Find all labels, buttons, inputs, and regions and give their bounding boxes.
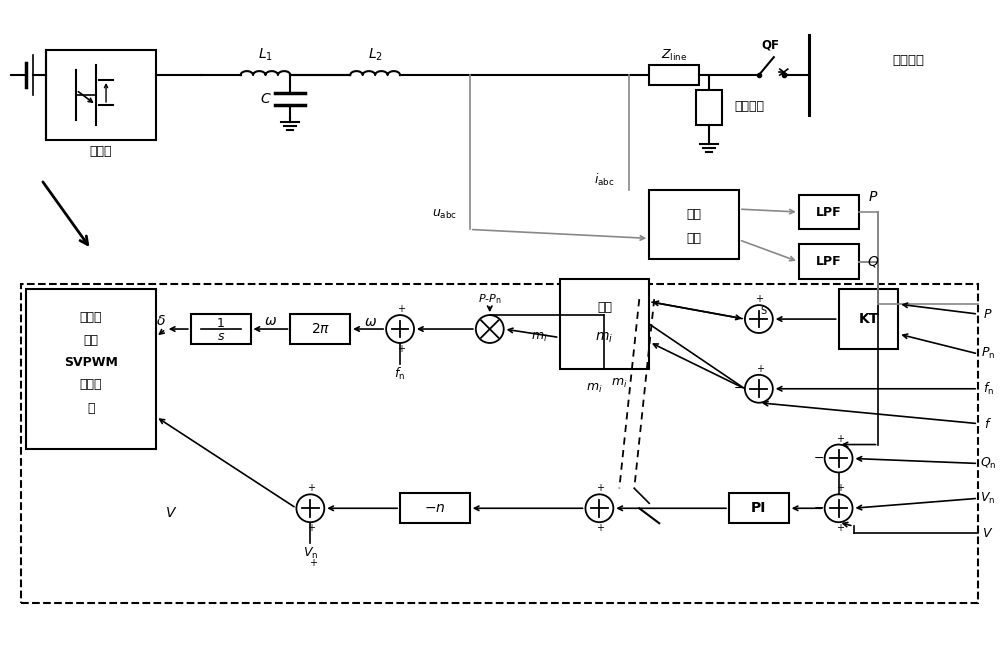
Circle shape	[386, 315, 414, 343]
Text: +: +	[309, 558, 317, 568]
FancyBboxPatch shape	[21, 284, 978, 603]
Text: $C$: $C$	[260, 92, 271, 106]
Text: +: +	[756, 364, 764, 374]
Text: −: −	[734, 312, 744, 326]
Text: 本地负荷: 本地负荷	[734, 100, 764, 114]
FancyBboxPatch shape	[46, 50, 156, 140]
Text: $L_1$: $L_1$	[258, 47, 273, 64]
Circle shape	[476, 315, 504, 343]
FancyBboxPatch shape	[696, 90, 722, 125]
Text: $Q_{\rm n}$: $Q_{\rm n}$	[980, 456, 996, 471]
Text: $\delta$: $\delta$	[156, 314, 166, 328]
Text: $V$: $V$	[982, 527, 994, 540]
Text: $2\pi$: $2\pi$	[311, 322, 330, 336]
Circle shape	[825, 444, 853, 472]
Text: $u_{\rm abc}$: $u_{\rm abc}$	[432, 208, 457, 221]
Text: $f_{\rm n}$: $f_{\rm n}$	[394, 366, 406, 382]
Text: +: +	[307, 523, 315, 533]
Text: +: +	[596, 484, 604, 493]
FancyBboxPatch shape	[799, 195, 859, 229]
Text: LPF: LPF	[816, 205, 841, 219]
Text: $V_{\rm n}$: $V_{\rm n}$	[980, 491, 996, 506]
Circle shape	[745, 305, 773, 333]
Text: $f_{\rm n}$: $f_{\rm n}$	[983, 381, 994, 397]
Text: 产生: 产生	[84, 334, 99, 347]
Text: $m_i$: $m_i$	[611, 377, 628, 390]
Text: KT: KT	[858, 312, 879, 326]
Text: $-n$: $-n$	[424, 501, 446, 515]
Text: 驱动和: 驱动和	[80, 311, 102, 324]
Text: −: −	[734, 382, 744, 395]
Text: $m_i$: $m_i$	[595, 330, 613, 345]
Text: $\omega$: $\omega$	[264, 314, 277, 328]
Text: 求解: 求解	[597, 302, 612, 314]
Text: +: +	[307, 484, 315, 493]
FancyBboxPatch shape	[649, 65, 699, 85]
FancyBboxPatch shape	[290, 314, 350, 344]
FancyBboxPatch shape	[191, 314, 251, 344]
Circle shape	[825, 494, 853, 522]
Text: 1: 1	[217, 317, 225, 330]
Text: +: +	[755, 294, 763, 304]
Text: 计算: 计算	[687, 232, 702, 245]
Text: PI: PI	[751, 501, 767, 515]
Text: 交流母线: 交流母线	[892, 54, 924, 67]
FancyBboxPatch shape	[649, 189, 739, 260]
Text: $V$: $V$	[165, 506, 177, 520]
FancyBboxPatch shape	[400, 493, 470, 523]
FancyBboxPatch shape	[26, 289, 156, 448]
FancyBboxPatch shape	[839, 289, 898, 349]
Text: $P$: $P$	[868, 190, 879, 204]
Text: −: −	[813, 502, 824, 514]
Text: 开关信: 开关信	[80, 378, 102, 391]
Text: $V_{\rm n}$: $V_{\rm n}$	[303, 545, 318, 561]
Circle shape	[296, 494, 324, 522]
Text: SVPWM: SVPWM	[64, 356, 118, 369]
Text: +: +	[397, 304, 405, 314]
Text: $L_2$: $L_2$	[368, 47, 383, 64]
Text: $P_{\rm n}$: $P_{\rm n}$	[981, 347, 995, 361]
Text: QF: QF	[762, 39, 780, 52]
Text: $f$: $f$	[984, 417, 992, 431]
Text: $m_i$: $m_i$	[586, 382, 603, 395]
Text: LPF: LPF	[816, 256, 841, 268]
Text: +: +	[397, 344, 405, 354]
Text: 号: 号	[87, 402, 95, 415]
Text: 逆变器: 逆变器	[90, 145, 112, 159]
FancyBboxPatch shape	[799, 244, 859, 279]
FancyBboxPatch shape	[729, 493, 789, 523]
Text: $P$: $P$	[983, 308, 993, 320]
Text: $m_i$: $m_i$	[531, 331, 548, 344]
Text: +: +	[836, 434, 844, 444]
Text: $Z_{\rm line}$: $Z_{\rm line}$	[661, 47, 687, 63]
Text: +: +	[836, 523, 844, 533]
Circle shape	[585, 494, 613, 522]
Text: +: +	[836, 484, 844, 493]
Text: +: +	[596, 523, 604, 533]
Text: 功率: 功率	[687, 207, 702, 221]
Circle shape	[745, 375, 773, 403]
Text: $\omega$: $\omega$	[364, 315, 377, 329]
Text: $i_{\rm abc}$: $i_{\rm abc}$	[594, 171, 615, 188]
Text: S: S	[761, 306, 767, 316]
Text: $s$: $s$	[217, 330, 225, 343]
Text: $Q$: $Q$	[867, 254, 880, 270]
Text: $P\text{-}P_{\rm n}$: $P\text{-}P_{\rm n}$	[478, 292, 502, 306]
Text: −: −	[813, 452, 824, 465]
FancyBboxPatch shape	[560, 279, 649, 369]
